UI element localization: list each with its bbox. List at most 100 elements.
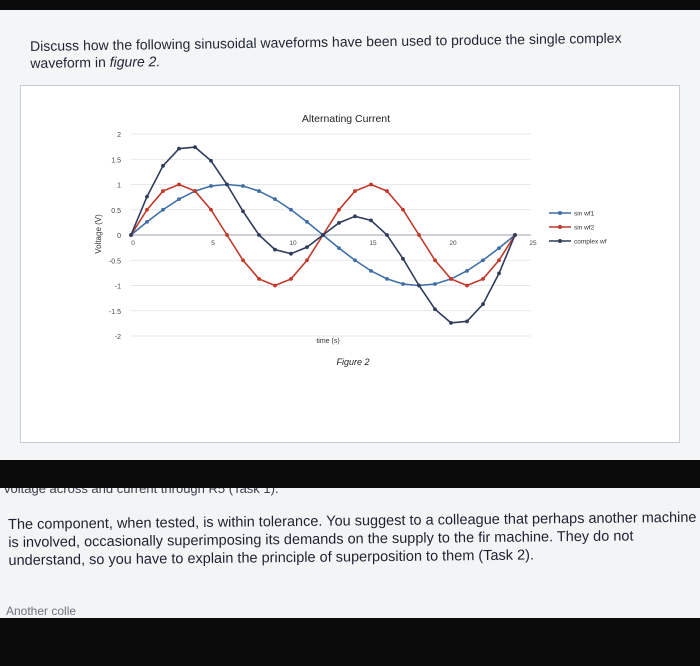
data-point <box>225 182 229 187</box>
x-axis-label: time (s) <box>316 338 339 345</box>
data-point <box>129 233 133 237</box>
figure-caption: Figure 2 <box>336 357 369 367</box>
data-point <box>289 251 293 256</box>
data-point <box>257 189 261 193</box>
data-point <box>177 146 181 151</box>
data-point <box>449 320 453 325</box>
task-1-cut-text: voltage across and current through R5 (T… <box>4 488 279 496</box>
question-text: Discuss how the following sinusoidal wav… <box>30 29 660 72</box>
data-point <box>369 218 373 223</box>
chart-grid <box>131 133 531 337</box>
data-point <box>465 268 469 273</box>
x-tick-label: 0 <box>131 240 135 247</box>
data-point <box>321 233 325 237</box>
data-point <box>257 277 261 281</box>
x-tick-label: 5 <box>211 240 215 247</box>
data-point <box>273 283 277 288</box>
x-tick-label: 25 <box>529 240 537 247</box>
y-tick-label: 1 <box>117 183 121 190</box>
y-tick-label: 2 <box>117 132 121 139</box>
data-point <box>497 271 501 276</box>
data-point <box>465 283 469 288</box>
legend-label: sin wf2 <box>574 225 595 232</box>
data-point <box>161 207 165 212</box>
task-2-text: The component, when tested, is within to… <box>8 509 697 569</box>
data-point <box>177 197 181 202</box>
data-point <box>145 207 149 212</box>
data-point <box>145 194 149 199</box>
y-tick-label: 1.5 <box>111 157 121 164</box>
data-point <box>209 184 213 188</box>
data-point <box>401 256 405 261</box>
data-point <box>337 220 341 225</box>
x-tick-label: 20 <box>449 240 457 247</box>
y-tick-label: 0.5 <box>111 208 121 215</box>
chart-legend: sin wf1 sin wf2 complex wf <box>549 211 607 246</box>
data-point <box>305 258 309 263</box>
chart-title: Alternating Current <box>302 113 390 125</box>
data-point <box>401 282 405 286</box>
legend-label: sin wf1 <box>574 211 595 218</box>
bottom-cut-label: Another colle <box>6 604 77 618</box>
figure-reference: figure 2. <box>109 53 161 70</box>
data-point <box>497 246 501 251</box>
data-point <box>481 277 485 281</box>
figure-2-chart: Alternating Current 2 1.5 1 0.5 0 -0.5 -1 -1.5 -… <box>20 85 680 443</box>
question-line-2-prefix: waveform in <box>30 53 110 71</box>
document-page-bottom: voltage across and current through R5 (T… <box>0 488 700 618</box>
data-point <box>257 233 261 237</box>
data-point <box>241 258 245 263</box>
data-point <box>497 258 501 263</box>
data-point <box>369 268 373 273</box>
x-tick-label: 15 <box>369 240 377 247</box>
data-point <box>289 207 293 212</box>
data-point <box>449 277 453 281</box>
data-point <box>369 182 373 187</box>
data-point <box>385 277 389 281</box>
data-point <box>337 207 341 212</box>
data-point <box>193 189 197 193</box>
data-point <box>433 307 437 312</box>
chart-series <box>129 145 517 325</box>
data-point <box>417 233 421 237</box>
data-point <box>337 246 341 251</box>
data-point <box>353 258 357 263</box>
data-point <box>481 258 485 263</box>
data-point <box>161 189 165 193</box>
bottom-cut-text: Another colle <box>0 604 700 618</box>
data-point <box>273 247 277 252</box>
data-point <box>513 233 517 237</box>
data-point <box>177 182 181 187</box>
data-point <box>305 245 309 250</box>
data-point <box>385 189 389 193</box>
data-point <box>241 184 245 188</box>
data-point <box>433 282 437 286</box>
chart-axes: 2 1.5 1 0.5 0 -0.5 -1 -1.5 -2 0 5 10 15 20 25 <box>109 132 537 341</box>
chart-svg: Alternating Current 2 1.5 1 0.5 0 -0.5 -1 -1.5 -… <box>94 113 607 367</box>
legend-marker <box>558 239 562 243</box>
data-point <box>145 219 149 224</box>
y-tick-label: -0.5 <box>109 258 121 265</box>
data-point <box>289 277 293 281</box>
data-point <box>193 145 197 150</box>
data-point <box>241 209 245 214</box>
data-point <box>353 214 357 219</box>
legend-marker <box>558 211 562 215</box>
y-tick-label: -1 <box>115 284 121 291</box>
data-point <box>353 189 357 193</box>
y-tick-label: 0 <box>117 233 121 240</box>
legend-label: complex wf <box>574 239 607 246</box>
y-axis-label: Voltage (V) <box>94 214 103 254</box>
data-point <box>209 158 213 163</box>
data-point <box>417 283 421 288</box>
data-point <box>161 163 165 168</box>
x-tick-label: 10 <box>289 240 297 247</box>
data-point <box>385 233 389 237</box>
data-point <box>481 302 485 307</box>
data-point <box>401 207 405 212</box>
data-point <box>209 207 213 212</box>
data-point <box>273 197 277 202</box>
y-tick-label: -2 <box>115 334 121 341</box>
photo-bottom-edge <box>0 618 700 666</box>
